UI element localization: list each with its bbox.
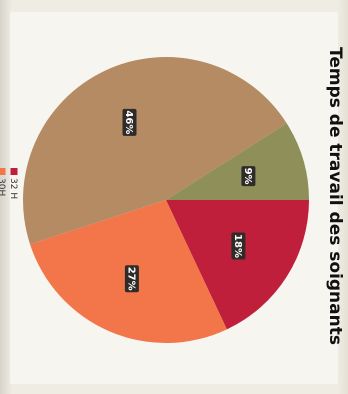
pie-slice-25h <box>166 123 309 200</box>
legend-swatch <box>0 168 6 175</box>
scan-edge-left <box>0 0 12 394</box>
chart-title: Temps de travail des soignants <box>325 47 345 345</box>
svg-text:18%: 18% <box>232 234 243 258</box>
scan-edge-right <box>338 0 348 394</box>
legend-label: 32 H <box>8 178 18 199</box>
data-label-32h: 18% <box>231 232 246 260</box>
data-label-30h: 27% <box>124 265 139 293</box>
legend-item-32h: 32 H <box>8 168 18 199</box>
legend-label: 30H <box>0 178 6 196</box>
svg-text:46%: 46% <box>123 110 134 134</box>
legend-item-30h: 30H <box>0 168 6 196</box>
svg-text:9%: 9% <box>242 168 253 185</box>
svg-text:27%: 27% <box>125 267 136 291</box>
data-label-25h: 9% <box>241 166 256 187</box>
legend-swatch <box>10 168 18 175</box>
pie-slice-32h <box>166 200 309 330</box>
data-label-28h: 46% <box>122 108 137 136</box>
pie-slice-28h <box>23 57 287 245</box>
